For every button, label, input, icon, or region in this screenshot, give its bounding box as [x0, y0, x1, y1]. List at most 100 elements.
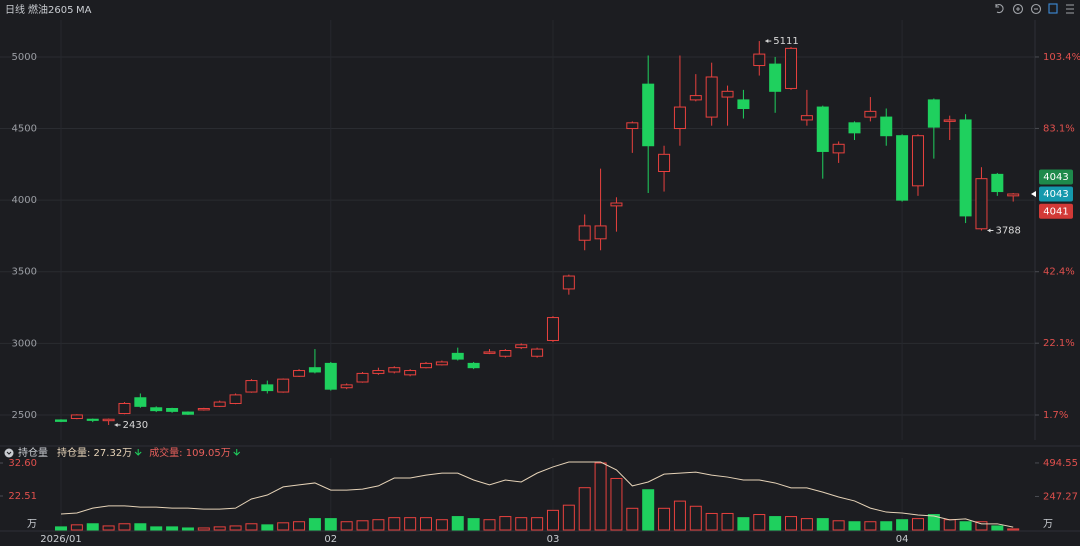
volume-bar: [927, 514, 940, 531]
volume-bar: [324, 518, 337, 531]
y-tick-label: 4000: [12, 195, 37, 206]
volume-bar: [991, 525, 1004, 531]
volume-bar: [848, 521, 861, 531]
volume-bar: [562, 504, 575, 531]
volume-bar: [356, 520, 369, 531]
candle-body: [356, 372, 369, 383]
volume-bar: [150, 526, 163, 531]
price-tag-label: 4043: [1043, 172, 1068, 183]
candle-body: [642, 83, 655, 147]
volume-bar: [975, 521, 988, 531]
volume-bar: [610, 477, 623, 531]
price-tag-label: 4041: [1043, 206, 1068, 217]
candle-body: [753, 53, 766, 67]
y2-tick-label: 1.7%: [1043, 410, 1068, 421]
layout-icon[interactable]: [1048, 3, 1058, 14]
price-tag: [1039, 203, 1073, 219]
x-tick-label: 02: [324, 534, 337, 545]
candle-body: [769, 63, 782, 92]
candle-body: [848, 122, 861, 134]
candle-body: [658, 153, 671, 173]
y-tick-label: 32.60: [8, 458, 37, 469]
collapse-icon[interactable]: [4, 448, 14, 458]
price-tag: [1039, 169, 1073, 185]
y2-tick-label: 22.1%: [1043, 338, 1075, 349]
volume-bar: [896, 519, 909, 531]
candle-body: [388, 367, 401, 373]
price-tag: [1039, 186, 1073, 202]
candle-body: [261, 384, 274, 392]
candle-body: [578, 225, 591, 241]
volume-bar: [816, 518, 829, 531]
volume-bar: [800, 518, 813, 531]
volume-bar: [864, 521, 877, 531]
candle-body: [515, 344, 528, 349]
volume-bar: [785, 516, 798, 531]
legend-arrow: [134, 449, 142, 456]
volume-bar: [388, 517, 401, 531]
y2-tick-label: 83.1%: [1043, 123, 1075, 134]
candle-body: [721, 90, 734, 98]
annotation-arrow-head: [114, 422, 118, 427]
volume-bar: [70, 524, 83, 531]
volume-bar: [372, 519, 385, 531]
zoom-out-icon[interactable]: [1030, 3, 1042, 15]
candle-body: [705, 76, 718, 118]
candle-body: [245, 380, 258, 393]
volume-bar: [673, 500, 686, 531]
x-tick-label: 03: [547, 534, 560, 545]
volume-bar: [911, 518, 924, 531]
volume-bar: [499, 516, 512, 531]
legend-label: 成交量: 109.05万: [149, 446, 231, 459]
candle-body: [737, 99, 750, 109]
volume-bar: [55, 526, 67, 531]
candle-body: [102, 418, 115, 422]
candle-body: [785, 47, 798, 89]
volume-bar: [959, 521, 972, 531]
candle-body: [911, 135, 924, 187]
volume-bar: [245, 523, 258, 531]
volume-bar: [943, 519, 956, 531]
candle-body: [118, 402, 131, 415]
candle-body: [594, 225, 607, 240]
candle-body: [70, 414, 83, 420]
volume-bar: [308, 518, 321, 531]
candle-body: [800, 115, 813, 121]
y2-tick-label: 103.4%: [1043, 52, 1080, 63]
candle-body: [975, 178, 988, 230]
volume-bar: [515, 517, 528, 531]
candle-body: [372, 370, 385, 374]
volume-bar: [404, 517, 417, 531]
volume-bar: [261, 524, 274, 531]
candle-body: [610, 202, 623, 207]
candle-body: [880, 116, 893, 137]
candle-body: [689, 95, 702, 101]
volume-bar: [340, 521, 353, 531]
settings-icon[interactable]: [1066, 4, 1074, 14]
volume-bar: [102, 525, 115, 531]
indicator: MA: [76, 5, 92, 16]
y-tick-label: 22.51: [8, 491, 37, 502]
candle-body: [134, 397, 147, 407]
candle-body: [816, 106, 829, 152]
x-tick-label: 04: [896, 534, 909, 545]
candle-body: [324, 362, 337, 390]
y2-unit: 万: [1043, 519, 1053, 530]
candle-body: [943, 119, 956, 122]
candle-body: [55, 419, 67, 422]
candle-body: [404, 370, 417, 376]
y2-tick-label: 494.55: [1043, 458, 1078, 469]
candle-body: [562, 275, 575, 290]
volume-bar: [166, 526, 179, 531]
candle-body: [451, 352, 464, 360]
y-tick-label: 5000: [12, 52, 37, 63]
volume-bar: [293, 521, 306, 531]
legend-arrow: [233, 449, 241, 456]
y2-tick-label: 247.27: [1043, 491, 1078, 502]
candle-body: [467, 362, 480, 369]
undo-icon[interactable]: [995, 4, 1004, 14]
zoom-in-icon[interactable]: [1012, 3, 1024, 15]
volume-bar: [705, 512, 718, 531]
price-tag-label: 4043: [1043, 189, 1068, 200]
